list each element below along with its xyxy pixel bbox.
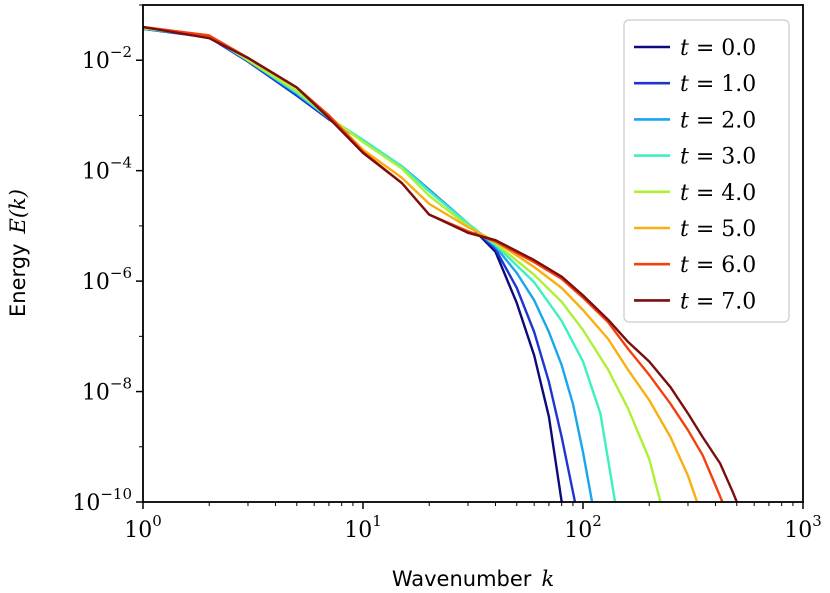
legend-var: t: [680, 289, 689, 314]
legend-var: t: [680, 72, 689, 97]
y-tick-exp: −4: [110, 154, 132, 172]
legend-box: [623, 19, 790, 323]
legend-value: = 0.0: [689, 36, 756, 61]
legend-value: = 2.0: [689, 108, 756, 133]
y-tick-exp: −8: [110, 375, 132, 393]
y-tick-base: 10: [82, 381, 110, 406]
y-tick-base: 10: [82, 49, 110, 74]
series-line-7: [143, 25, 738, 502]
x-tick-exp: 1: [372, 512, 382, 530]
x-tick-label: 103: [784, 512, 822, 543]
y-tick-label: 10−4: [82, 154, 132, 185]
plot-frame: [142, 4, 804, 503]
legend-label-0: t = 0.0: [680, 36, 756, 61]
legend: t = 0.0t = 1.0t = 2.0t = 3.0t = 4.0t = 5…: [623, 19, 790, 323]
x-tick-base: 10: [124, 518, 152, 543]
x-tick-base: 10: [784, 518, 812, 543]
y-axis-label: Energy E(k): [6, 189, 30, 317]
y-tick-label: 10−2: [82, 43, 132, 74]
y-tick-base: 10: [72, 491, 100, 516]
x-axis-label-text: Wavenumber: [392, 567, 532, 591]
x-axis-label: Wavenumber k: [392, 567, 554, 591]
y-axis-label-var: E(k): [6, 189, 30, 234]
x-tick-label: 101: [344, 512, 382, 543]
x-axis-label-var: k: [541, 567, 554, 591]
y-tick-exp: −10: [100, 485, 132, 503]
legend-label-7: t = 7.0: [680, 289, 756, 314]
y-tick-exp: −6: [110, 264, 132, 282]
x-tick-exp: 0: [152, 512, 162, 530]
x-tick-exp: 2: [592, 512, 602, 530]
legend-var: t: [680, 217, 689, 242]
legend-value: = 1.0: [689, 72, 756, 97]
y-tick-base: 10: [82, 270, 110, 295]
legend-var: t: [680, 181, 689, 206]
legend-value: = 5.0: [689, 217, 756, 242]
legend-var: t: [680, 108, 689, 133]
legend-var: t: [680, 36, 689, 61]
x-tick-base: 10: [564, 518, 592, 543]
legend-var: t: [680, 145, 689, 170]
legend-label-5: t = 5.0: [680, 217, 756, 242]
legend-label-1: t = 1.0: [680, 72, 756, 97]
legend-value: = 4.0: [689, 181, 756, 206]
y-tick-label: 10−8: [82, 375, 132, 406]
legend-value: = 7.0: [689, 289, 756, 314]
legend-label-6: t = 6.0: [680, 253, 756, 278]
legend-value: = 6.0: [689, 253, 756, 278]
y-tick-label: 10−10: [72, 485, 132, 516]
x-tick-exp: 3: [812, 512, 822, 530]
y-axis-label-text: Energy: [6, 243, 30, 317]
legend-var: t: [680, 253, 689, 278]
y-tick-label: 10−6: [82, 264, 132, 295]
legend-value: = 3.0: [689, 145, 756, 170]
x-tick-label: 102: [564, 512, 602, 543]
x-tick-label: 100: [124, 512, 162, 543]
series-layer: [143, 25, 738, 502]
x-tick-base: 10: [344, 518, 372, 543]
legend-label-3: t = 3.0: [680, 145, 756, 170]
y-tick-exp: −2: [110, 43, 132, 61]
y-tick-base: 10: [82, 160, 110, 185]
legend-label-4: t = 4.0: [680, 181, 756, 206]
legend-label-2: t = 2.0: [680, 108, 756, 133]
